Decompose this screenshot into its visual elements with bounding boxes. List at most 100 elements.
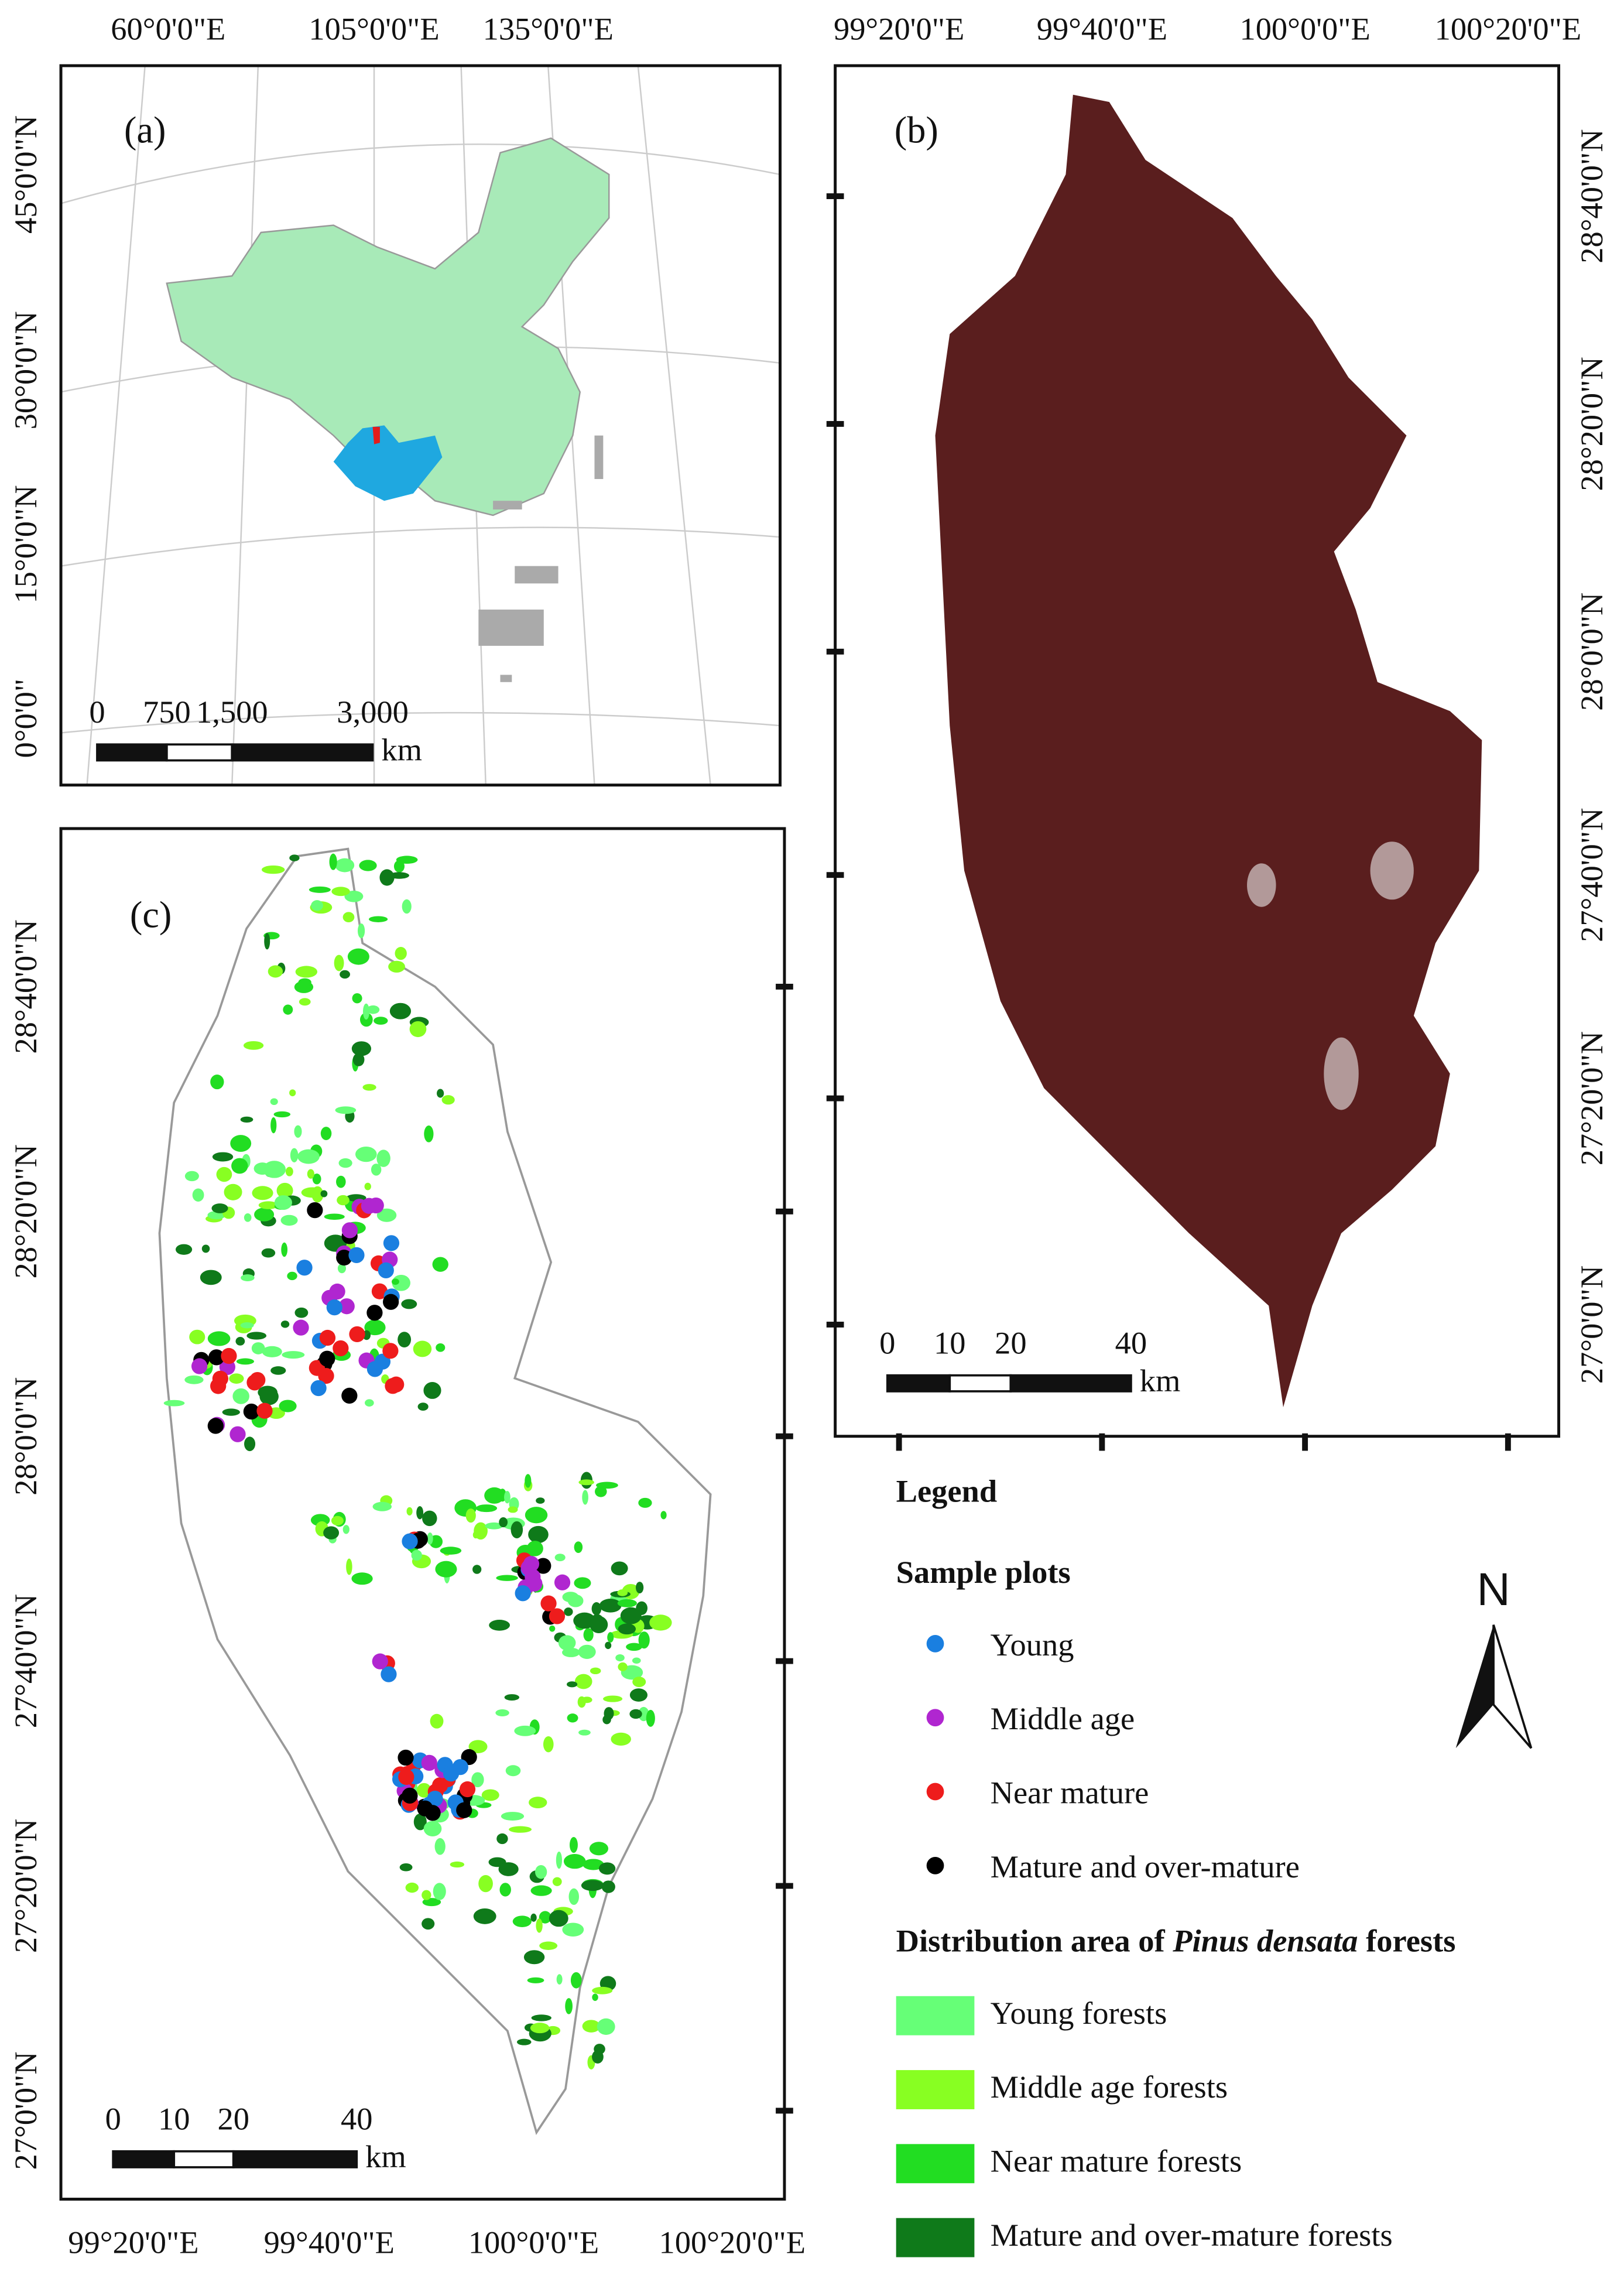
sample-dot (456, 1802, 472, 1818)
yunnan-shape (333, 425, 443, 501)
forest-patch (352, 993, 362, 1004)
forest-patch (258, 1201, 279, 1209)
forest-patch (335, 858, 355, 873)
forest-patch (413, 1340, 432, 1357)
forest-patch (590, 1667, 601, 1675)
scale-segment (231, 743, 374, 762)
forest-patch (638, 1631, 650, 1649)
lon-label: 60°0'0"E (111, 11, 225, 47)
forest-patch (376, 1150, 390, 1167)
frames (59, 64, 1561, 2201)
lon-label: 99°40'0"E (264, 2224, 395, 2260)
sample-dot (421, 1754, 437, 1771)
forest-patch (416, 1783, 431, 1798)
forest-patch (395, 946, 407, 960)
satellite-image (935, 94, 1482, 1408)
forest-patch (389, 1003, 412, 1020)
sample-dot (191, 1358, 208, 1374)
lat-label: 28°20'0"N (8, 1144, 43, 1278)
forest-patch (416, 1506, 424, 1520)
scale-label: 1,500 (196, 694, 268, 730)
forest-patch (268, 965, 283, 978)
panel-label: (b) (895, 109, 938, 150)
forest-patch (592, 1986, 613, 1995)
forest-patch (364, 1182, 371, 1190)
tick (776, 983, 793, 990)
sample-dot (361, 1198, 378, 1214)
sample-dot (525, 1569, 541, 1585)
lon-label: 100°0'0"E (1239, 11, 1370, 47)
forest-patch (273, 1111, 291, 1118)
forest-patch (335, 1106, 357, 1114)
forest-patch (432, 1257, 448, 1272)
forest-patch (406, 1507, 413, 1515)
forest-patch (578, 1729, 591, 1736)
sample-dot (382, 1343, 399, 1359)
forest-patch (649, 1614, 672, 1631)
legend-swatch (896, 2144, 975, 2184)
tick (826, 1322, 844, 1328)
forest-patch (235, 1337, 245, 1346)
lat-label: 28°40'0"N (1574, 129, 1609, 263)
forest-patch (368, 916, 388, 922)
lat-label: 27°40'0"N (1574, 808, 1609, 942)
forest-patch (261, 1248, 276, 1258)
forest-patch (409, 1021, 427, 1038)
forest-patch (536, 1497, 545, 1504)
tick (1099, 1433, 1105, 1451)
tick (826, 872, 844, 878)
forest-patch (617, 1589, 628, 1596)
sample-dot (296, 1260, 313, 1276)
forest-patch (261, 865, 285, 874)
forest-patch (309, 886, 331, 893)
forest-patch (485, 1522, 503, 1530)
forest-patch (590, 1616, 608, 1634)
forest-patch (376, 1208, 397, 1222)
sample-dot (319, 1329, 336, 1346)
legend-swatch (896, 1996, 975, 2035)
forest-patch (578, 1644, 596, 1659)
forest-patch (246, 1332, 267, 1340)
sample-dot (443, 1766, 460, 1782)
sample-dot (378, 1262, 394, 1279)
forest-patch (607, 1632, 614, 1643)
sample-dot (554, 1574, 571, 1590)
scale-label: 10 (934, 1325, 965, 1361)
sample-dot (256, 1402, 273, 1419)
forest-patch (374, 1017, 388, 1025)
forest-patch (276, 1182, 293, 1199)
forest-patch (562, 1647, 580, 1657)
sample-dot (398, 1749, 414, 1766)
legend-item: Near mature (991, 1774, 1149, 1810)
legend-dot (926, 1856, 944, 1874)
forest-patch (347, 948, 369, 965)
forest-patch (423, 1821, 442, 1836)
forest-patch (252, 1186, 273, 1200)
forest-patch (530, 1913, 537, 1922)
forest-patch (441, 1095, 455, 1105)
forest-patch (592, 2050, 604, 2064)
forest-patch (364, 1319, 386, 1336)
forest-patch (334, 955, 344, 971)
forest-patch (430, 1713, 444, 1729)
forest-patch (638, 1497, 652, 1508)
lon-label: 100°20'0"E (659, 2224, 806, 2260)
sample-dot (333, 1340, 349, 1357)
forest-patch (411, 1549, 422, 1561)
forest-patch (340, 970, 350, 979)
forest-patch (230, 1135, 252, 1152)
forest-patch (556, 1974, 563, 1985)
forest-patch (324, 1213, 345, 1220)
scale-label: 0 (105, 2101, 121, 2137)
forest-patch (200, 1270, 222, 1285)
lat-label: 27°40'0"N (8, 1594, 43, 1728)
forest-patch (549, 1910, 568, 1927)
forest-patch (570, 1972, 582, 1989)
sample-dot (515, 1585, 531, 1602)
legend-item: Middle age forests (991, 2069, 1228, 2105)
forest-patch (289, 854, 300, 861)
sample-dot (207, 1418, 224, 1434)
lon-label: 99°40'0"E (1037, 11, 1167, 47)
lat-label: 27°0'0"N (1574, 1265, 1609, 1384)
